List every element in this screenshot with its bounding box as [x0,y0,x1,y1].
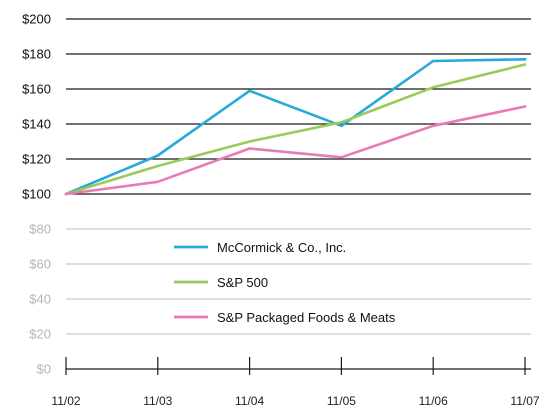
data-point [340,124,343,128]
data-point [431,59,435,63]
y-tick-label: $140 [22,117,51,132]
data-point [248,140,251,143]
legend: McCormick & Co., Inc. S&P 500 S&P Packaged… [174,240,396,325]
x-tick-label: 11/02 [51,394,80,408]
data-point [248,89,251,93]
series-line [64,63,527,196]
data-point [523,63,527,66]
y-tick-label: $60 [29,257,51,272]
x-tick-label: 11/03 [143,394,172,408]
y-tick-label: $120 [22,152,51,167]
data-point [340,120,343,124]
legend-label: S&P Packaged Foods & Meats [217,310,396,325]
y-tick-label: $160 [22,82,51,97]
y-tick-label: $80 [29,222,51,237]
series-line [64,57,527,196]
legend-label: S&P 500 [217,275,268,290]
data-point [248,147,251,150]
legend-label: McCormick & Co., Inc. [217,240,346,255]
data-point [523,105,527,108]
y-tick-label: $200 [22,12,51,27]
data-point [431,85,435,89]
data-point [156,164,160,168]
y-tick-label: $100 [22,187,51,202]
y-tick-label: $180 [22,47,51,62]
data-point [64,192,68,196]
y-tick-label: $0 [37,362,51,377]
x-tick-label: 11/04 [235,394,264,408]
data-point [156,180,160,184]
y-tick-label: $40 [29,292,51,307]
data-point [340,155,343,159]
data-point [156,154,160,157]
grid-lines [66,18,531,335]
x-tick-label: 11/07 [510,394,539,408]
data-point [523,57,527,61]
series-line [64,105,527,196]
x-axis: 11/02 11/03 11/04 11/05 11/06 11/07 [51,357,540,408]
data-point [431,124,435,128]
x-tick-label: 11/06 [419,394,448,408]
x-tick-label: 11/05 [327,394,356,408]
series-lines [64,57,527,196]
y-tick-label: $20 [29,327,51,342]
y-axis-tick-labels: $0 $20 $40 $60 $80 $100 $120 $140 $160 $180 $200 [22,12,51,377]
